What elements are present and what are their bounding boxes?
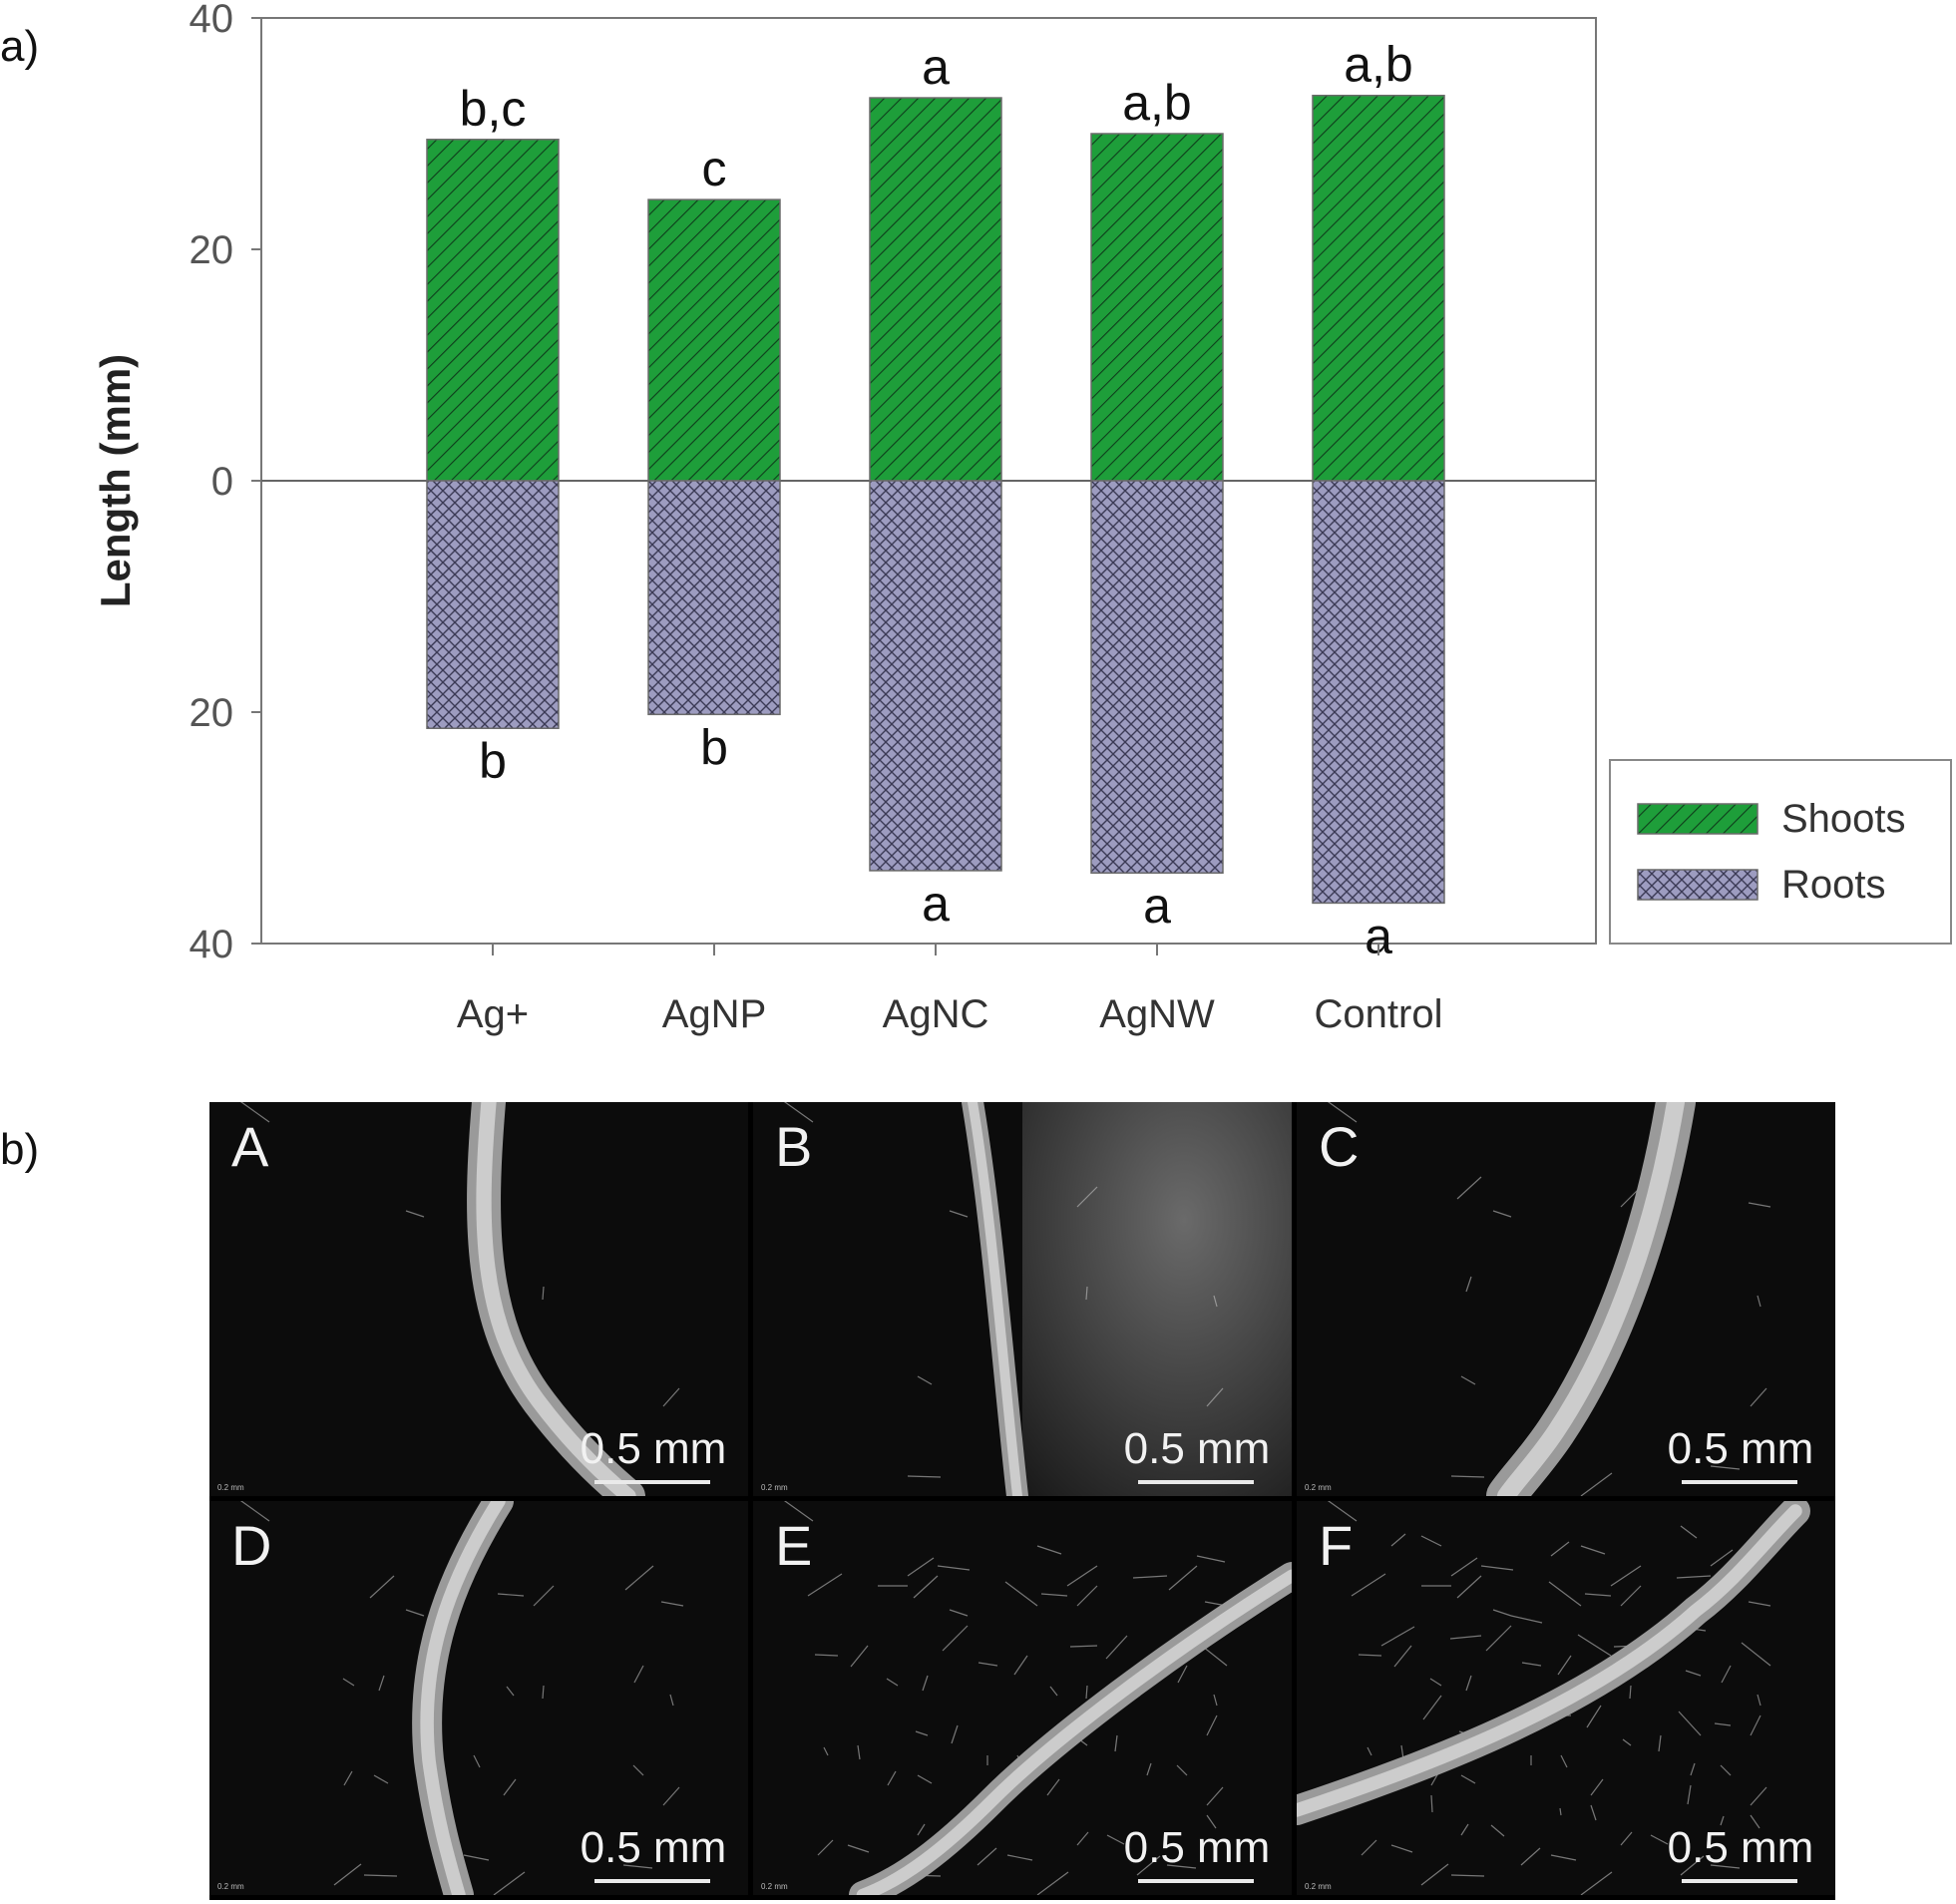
micrograph-letter: A xyxy=(231,1115,269,1178)
micrograph-letter: F xyxy=(1319,1514,1354,1577)
roots-significance-letter: a xyxy=(1143,878,1171,934)
micrograph-letter: D xyxy=(231,1514,272,1577)
roots-significance-letter: a xyxy=(922,876,950,932)
shoots-significance-letter: a xyxy=(922,39,950,95)
micrograph-letter: E xyxy=(775,1514,813,1577)
y-tick-label: 20 xyxy=(190,691,234,735)
legend-label-shoots: Shoots xyxy=(1781,797,1906,841)
bar-shoots-control xyxy=(1312,94,1445,482)
bar-shoots-agnw xyxy=(1090,133,1224,482)
root-image xyxy=(209,1102,748,1496)
scale-bar xyxy=(594,1879,710,1883)
bar-roots-ag xyxy=(426,480,560,729)
scale-bar xyxy=(1682,1480,1797,1484)
x-tick-label: AgNP xyxy=(662,992,767,1036)
bar-roots-control xyxy=(1312,480,1445,905)
bar-roots-agnw xyxy=(1090,480,1224,874)
tiny-scale-label: 0.2 mm xyxy=(761,1483,788,1492)
scale-bar xyxy=(1682,1879,1797,1883)
legend-swatch-shoots xyxy=(1637,803,1759,835)
y-tick-label: 40 xyxy=(190,0,234,41)
root-image xyxy=(753,1102,1292,1496)
bar-shoots-ag xyxy=(426,139,560,482)
scale-bar xyxy=(594,1480,710,1484)
scale-bar xyxy=(1138,1879,1254,1883)
panel-label-a: a) xyxy=(0,22,40,71)
root-image xyxy=(753,1501,1292,1895)
micrograph-letter: C xyxy=(1319,1115,1360,1178)
panel-label-b: b) xyxy=(0,1125,40,1174)
roots-significance-letter: b xyxy=(700,719,728,775)
shoots-significance-letter: b,c xyxy=(460,81,527,137)
micrograph-letter: B xyxy=(775,1115,813,1178)
y-tick-label: 40 xyxy=(190,923,234,966)
tiny-scale-label: 0.2 mm xyxy=(1305,1882,1332,1891)
bar-shoots-agnp xyxy=(647,198,781,482)
x-tick-label: AgNW xyxy=(1099,992,1215,1036)
root-image xyxy=(1297,1501,1835,1895)
legend-swatch-roots xyxy=(1637,869,1759,901)
scale-label: 0.5 mm xyxy=(580,1823,727,1872)
y-tick-label: 0 xyxy=(211,460,233,504)
tiny-scale-label: 0.2 mm xyxy=(1305,1483,1332,1492)
legend-box xyxy=(1609,759,1952,945)
micrograph-f: F 0.5 mm 0.2 mm xyxy=(1297,1501,1835,1895)
scale-label: 0.5 mm xyxy=(1667,1424,1814,1473)
micrograph-a: A 0.5 mm 0.2 mm xyxy=(209,1102,748,1496)
micrograph-d: D 0.5 mm 0.2 mm xyxy=(209,1501,748,1895)
y-axis-label: Length (mm) xyxy=(92,354,139,607)
micrograph-e: E 0.5 mm 0.2 mm xyxy=(753,1501,1292,1895)
tiny-scale-label: 0.2 mm xyxy=(217,1483,244,1492)
root-image xyxy=(1297,1102,1835,1496)
x-tick-label: AgNC xyxy=(883,992,989,1036)
scale-bar xyxy=(1138,1480,1254,1484)
scale-label: 0.5 mm xyxy=(1667,1823,1814,1872)
scale-label: 0.5 mm xyxy=(1123,1424,1271,1473)
y-tick-label: 20 xyxy=(190,228,234,272)
scale-label: 0.5 mm xyxy=(1123,1823,1271,1872)
x-tick-label: Control xyxy=(1315,992,1443,1036)
roots-significance-letter: b xyxy=(479,733,507,789)
micrograph-b: B 0.5 mm 0.2 mm xyxy=(753,1102,1292,1496)
micrograph-grid: A 0.5 mm 0.2 mm B 0.5 mm 0.2 mm C 0.5 mm 0.2 mm D… xyxy=(209,1102,1835,1900)
x-tick-label: Ag+ xyxy=(457,992,529,1036)
shoots-significance-letter: a,b xyxy=(1122,75,1192,131)
micrograph-c: C 0.5 mm 0.2 mm xyxy=(1297,1102,1835,1496)
bar-roots-agnc xyxy=(869,480,1002,872)
root-image xyxy=(209,1501,748,1895)
bar-shoots-agnc xyxy=(869,97,1002,482)
scale-label: 0.5 mm xyxy=(580,1424,727,1473)
shoots-significance-letter: a,b xyxy=(1344,37,1413,93)
tiny-scale-label: 0.2 mm xyxy=(761,1882,788,1891)
tiny-scale-label: 0.2 mm xyxy=(217,1882,244,1891)
shoots-significance-letter: c xyxy=(702,141,727,196)
legend-label-roots: Roots xyxy=(1781,863,1886,907)
bar-roots-agnp xyxy=(647,480,781,716)
